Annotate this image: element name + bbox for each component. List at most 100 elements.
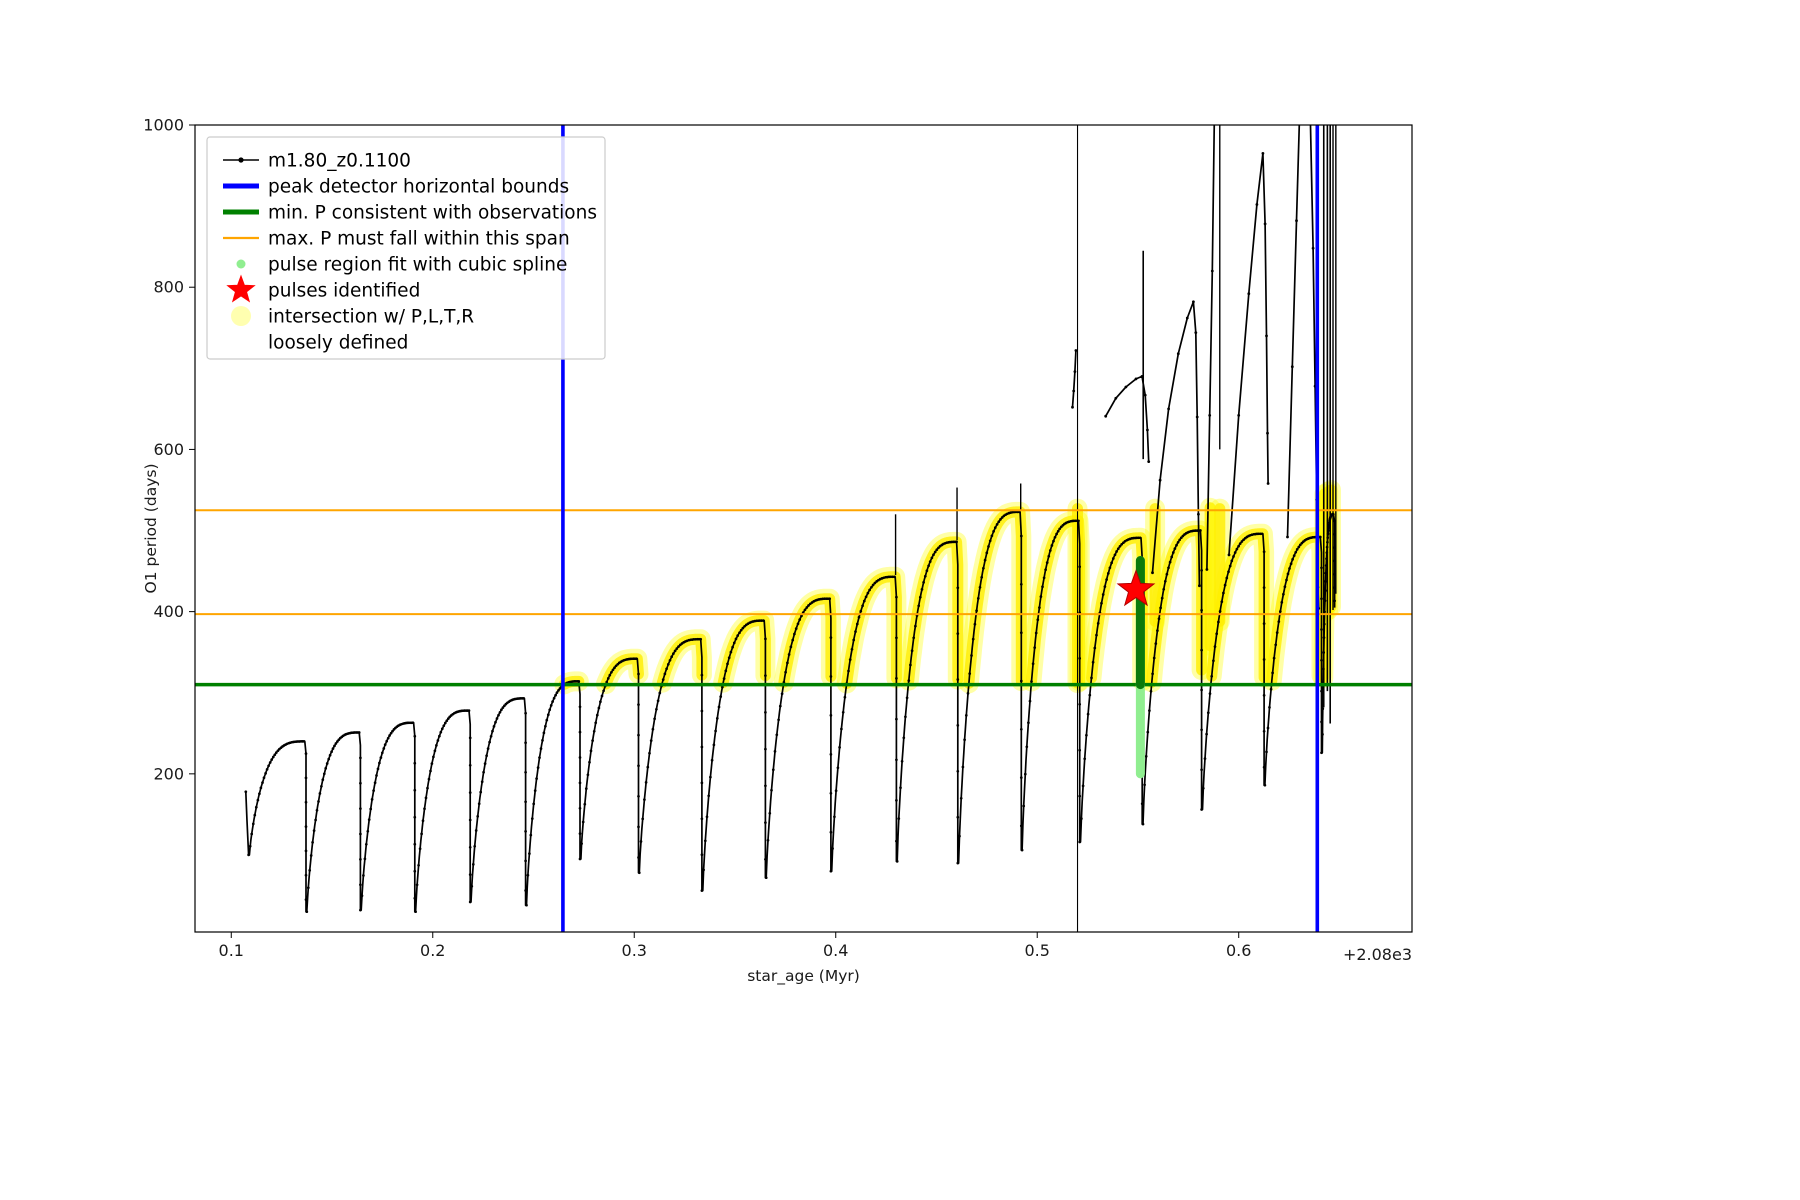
series-dot [1323,589,1327,592]
legend-item-4: pulse region fit with cubic spline [236,255,567,276]
series-dot [265,768,269,771]
series-dot [359,756,362,760]
series-dot [1215,632,1219,636]
series-dot [535,777,538,780]
feature-arc-1 [1071,350,1077,408]
series-dot [800,614,803,618]
series-dot [722,677,726,680]
series-dot [980,575,984,579]
series-dot [1298,543,1302,547]
series-dot [1222,591,1225,595]
series-dot [1100,601,1103,605]
series-dot [1205,732,1208,736]
series-dot [413,761,417,765]
series-dot [700,709,704,713]
series-dot [1048,549,1052,552]
series-dot [592,729,596,733]
series-dot [709,775,712,779]
series-dot [1163,579,1167,583]
series-dot [1080,817,1083,820]
series-dot [707,794,711,798]
series-dot [1151,672,1154,676]
series-dot [1159,606,1162,610]
series-dot [964,714,968,717]
series-dot [1175,543,1178,547]
series-dot [613,666,616,670]
series-dot [764,711,767,714]
series-dot [1176,540,1180,544]
series-dot [536,766,540,769]
series-dot [580,842,583,845]
series-dot [549,704,553,707]
series-dot [734,637,738,641]
legend-label: m1.80_z0.1100 [268,151,411,172]
series-dot [1108,566,1112,570]
series-dot [468,736,472,740]
legend-label: max. P must fall within this span [268,229,570,250]
series-dot [914,624,917,628]
series-dot [1200,688,1203,692]
series-dot [1030,680,1033,683]
series-dot [389,731,393,735]
series-dot [988,539,992,543]
series-dot [325,762,329,765]
series-dot [803,608,807,612]
x-tick-label: 0.5 [1025,941,1050,960]
series-dot [317,800,320,803]
series-dot [956,632,960,635]
series-dot [925,569,929,573]
series-dot [578,857,582,861]
series-dot [1113,553,1117,557]
series-dot [524,830,527,833]
series-dot [1268,706,1271,709]
series-dot [1225,576,1229,580]
series-dot [992,530,995,533]
series-dot [359,781,362,785]
series-dot [433,749,437,753]
series-dot [334,742,338,745]
series-dot [438,734,441,738]
series-dot [1053,535,1057,539]
series-dot [1160,596,1164,600]
series-dot [1288,567,1291,570]
series-dot [1118,544,1122,548]
series-dot [773,750,777,753]
series-dot [1042,576,1046,580]
series-dot [1085,733,1088,737]
series-dot [655,707,658,711]
series-dot [1154,642,1158,645]
series-dot [1178,538,1182,542]
series-dot [741,626,745,630]
series-dot [417,863,420,867]
series-dot [1321,733,1324,736]
series-dot [271,755,275,759]
series-dot [413,842,417,846]
axes-frame [194,124,1413,933]
series-dot [314,818,317,822]
series-dot [430,762,434,765]
series-dot [1262,658,1266,661]
series-dot [1271,671,1274,675]
series-dot [424,796,428,800]
series-dot [764,674,767,677]
series-dot [1039,595,1043,598]
series-dot [436,739,440,742]
series-dot [971,637,975,641]
series-dot [331,747,335,750]
series-dot [956,815,960,819]
series-dot [468,818,472,822]
series-dot [637,856,640,859]
feature-dot [1158,478,1162,482]
series-dot [973,622,977,626]
series-dot [1019,679,1023,683]
feature-dot [1167,407,1170,411]
series-dot [489,734,493,738]
series-dot [270,758,274,761]
series-dot [468,873,472,876]
series-dot [500,708,503,712]
series-dot [637,794,640,798]
series-dot [538,756,541,759]
series-dot [367,818,371,821]
feature-arc-8 [1286,125,1301,538]
series-dot [866,591,870,595]
